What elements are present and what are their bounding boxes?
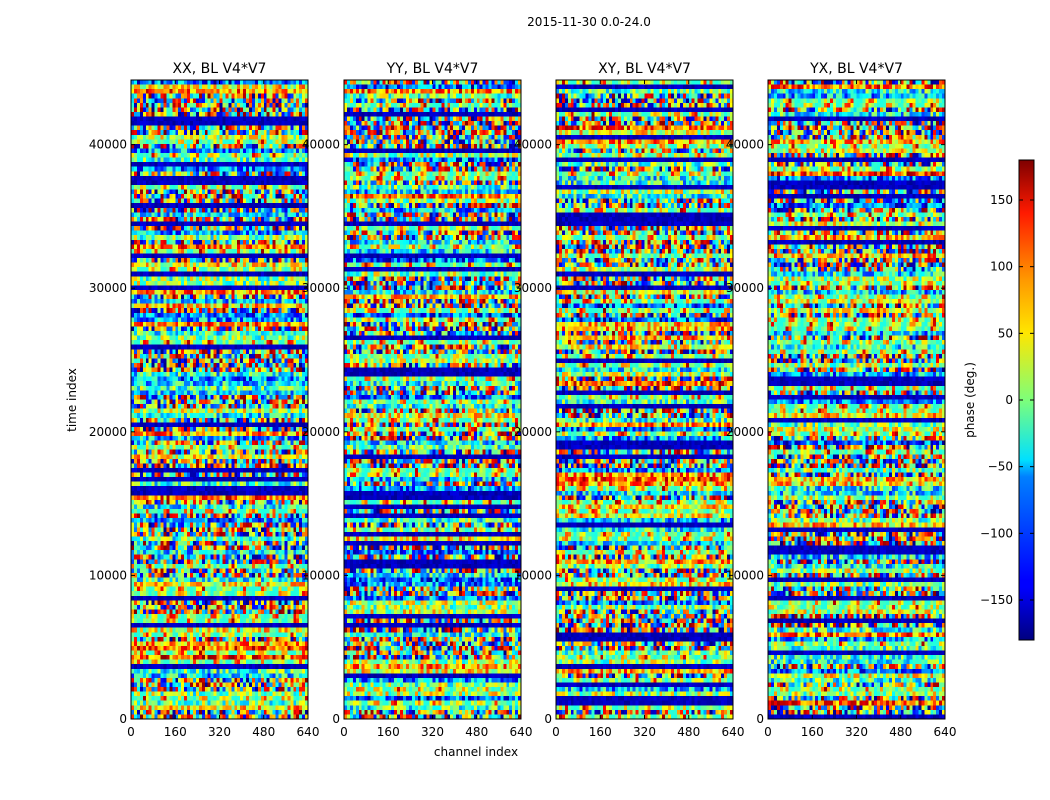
- y-tick-label: 10000: [514, 568, 552, 582]
- y-tick-label: 0: [544, 712, 552, 726]
- x-tick-label: 160: [801, 725, 824, 739]
- y-axis-label: time index: [65, 368, 79, 432]
- x-tick-label: 480: [252, 725, 275, 739]
- y-tick-label: 30000: [89, 281, 127, 295]
- x-axis-label: channel index: [434, 745, 518, 759]
- x-tick-label: 640: [722, 725, 745, 739]
- colorbar-tick-label: −150: [980, 593, 1013, 607]
- panel-4: YX, BL V4*V7 0 160 320 480 640 0 10000 20000 3000…: [726, 61, 957, 739]
- colorbar-tick-label: 100: [990, 260, 1013, 274]
- colorbar-tick-label: 50: [998, 326, 1013, 340]
- x-tick-label: 0: [764, 725, 772, 739]
- colorbar: −150 −100 −50 0 50 100 150 phase (deg.): [963, 159, 1035, 641]
- x-tick-label: 160: [377, 725, 400, 739]
- y-tick-label: 20000: [89, 425, 127, 439]
- colorbar-ticks: −150 −100 −50 0 50 100 150: [980, 193, 1034, 607]
- x-tick-label: 640: [934, 725, 957, 739]
- heatmap-image: [768, 80, 945, 719]
- heatmap-image: [131, 80, 308, 719]
- x-tick-label: 0: [552, 725, 560, 739]
- colorbar-label: phase (deg.): [963, 362, 977, 438]
- y-tick-label: 40000: [726, 138, 764, 152]
- x-tick-label: 160: [164, 725, 187, 739]
- panel-title: XX, BL V4*V7: [173, 61, 267, 77]
- x-tick-label: 0: [127, 725, 135, 739]
- heatmap-image: [556, 80, 733, 719]
- x-tick-label: 640: [297, 725, 320, 739]
- x-tick-label: 320: [633, 725, 656, 739]
- colorbar-tick-label: 150: [990, 193, 1013, 207]
- y-tick-label: 0: [332, 712, 340, 726]
- y-tick-label: 30000: [514, 281, 552, 295]
- panel-3: XY, BL V4*V7 0 160 320 480 640 0 10000 20000 3000…: [514, 61, 745, 739]
- y-tick-label: 30000: [726, 281, 764, 295]
- x-tick-label: 0: [340, 725, 348, 739]
- y-tick-label: 10000: [302, 568, 340, 582]
- figure-suptitle: 2015-11-30 0.0-24.0: [527, 15, 651, 29]
- y-tick-label: 0: [756, 712, 764, 726]
- panel-title: YY, BL V4*V7: [386, 61, 479, 77]
- y-tick-label: 40000: [514, 138, 552, 152]
- x-tick-label: 640: [510, 725, 533, 739]
- y-tick-label: 20000: [514, 425, 552, 439]
- colorbar-tick-label: −100: [980, 526, 1013, 540]
- panels: XX, BL V4*V7 0 160 320 480 640 0 10000 20000 3000…: [89, 61, 957, 739]
- x-tick-label: 480: [465, 725, 488, 739]
- x-tick-label: 320: [421, 725, 444, 739]
- y-tick-label: 30000: [302, 281, 340, 295]
- y-tick-label: 20000: [726, 425, 764, 439]
- x-tick-label: 320: [208, 725, 231, 739]
- panel-2: YY, BL V4*V7 0 160 320 480 640 0 10000 20000 3000…: [302, 61, 533, 739]
- x-tick-label: 480: [889, 725, 912, 739]
- y-tick-label: 40000: [89, 138, 127, 152]
- heatmap-image: [344, 80, 521, 719]
- y-tick-label: 10000: [89, 568, 127, 582]
- panel-title: XY, BL V4*V7: [598, 61, 691, 77]
- x-tick-label: 320: [845, 725, 868, 739]
- panel-1: XX, BL V4*V7 0 160 320 480 640 0 10000 20000 3000…: [89, 61, 320, 739]
- y-tick-label: 0: [119, 712, 127, 726]
- x-tick-label: 160: [589, 725, 612, 739]
- y-tick-label: 10000: [726, 568, 764, 582]
- x-tick-label: 480: [677, 725, 700, 739]
- colorbar-tick-label: 0: [1005, 393, 1013, 407]
- colorbar-tick-label: −50: [988, 460, 1013, 474]
- panel-title: YX, BL V4*V7: [809, 61, 903, 77]
- y-tick-label: 20000: [302, 425, 340, 439]
- y-tick-label: 40000: [302, 138, 340, 152]
